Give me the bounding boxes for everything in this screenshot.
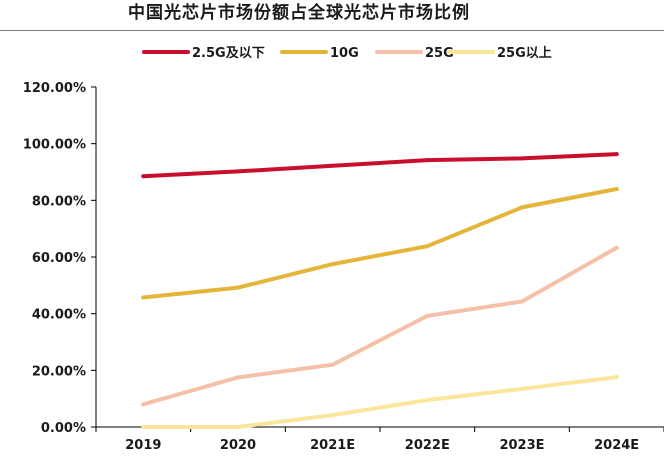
y-tick-label: 80.00% [32,194,86,209]
data-point [520,386,524,391]
x-tick-label: 2020 [220,438,256,453]
data-point [614,187,619,191]
y-tick-label: 60.00% [32,251,86,266]
chart-title: 中国光芯片市场份额占全球光芯片市场比例 [128,3,470,23]
data-point [614,152,619,157]
data-point [236,285,240,290]
x-tick-label: 2024E [594,438,639,453]
data-point [520,156,524,161]
data-point [330,362,335,367]
y-tick-label: 0.00% [41,421,86,436]
data-point [425,244,430,249]
legend: 2.5G及以下 10G 25G 25G以上 [142,46,552,61]
data-point [236,169,240,174]
data-point [141,425,146,429]
data-point [330,262,335,267]
x-tick-label: 2022E [405,438,450,453]
legend-label: 25G以上 [497,46,552,61]
data-point [425,398,430,403]
data-point [520,205,524,210]
data-point [425,313,430,318]
legend-label: 25G [425,46,454,61]
data-point [141,174,146,179]
x-tick-label: 2019 [125,438,161,453]
data-point [614,375,619,380]
data-point [425,158,430,163]
x-tick-label: 2021E [310,438,355,453]
data-point [520,299,524,304]
y-tick-label: 40.00% [32,308,86,323]
data-point [330,163,335,168]
data-point [141,402,146,407]
axes: 0.00% 20.00% 40.00% 60.00% 80.00% 100.00% 120.… [23,81,664,453]
series-line [141,375,619,429]
data-point [614,245,619,250]
data-point [236,375,240,380]
title-divider [0,30,664,31]
series-line [141,152,619,179]
series-line [141,245,619,407]
y-tick-label: 100.00% [23,138,86,153]
y-tick-label: 120.00% [23,81,86,96]
y-tick-label: 20.00% [32,364,86,379]
data-point [236,425,240,429]
data-point [330,413,335,418]
series-line [141,187,619,300]
x-tick-label: 2023E [499,438,544,453]
legend-label: 2.5G及以下 [192,46,265,61]
legend-label: 10G [330,46,359,61]
series-group [141,152,619,429]
data-point [141,295,146,300]
